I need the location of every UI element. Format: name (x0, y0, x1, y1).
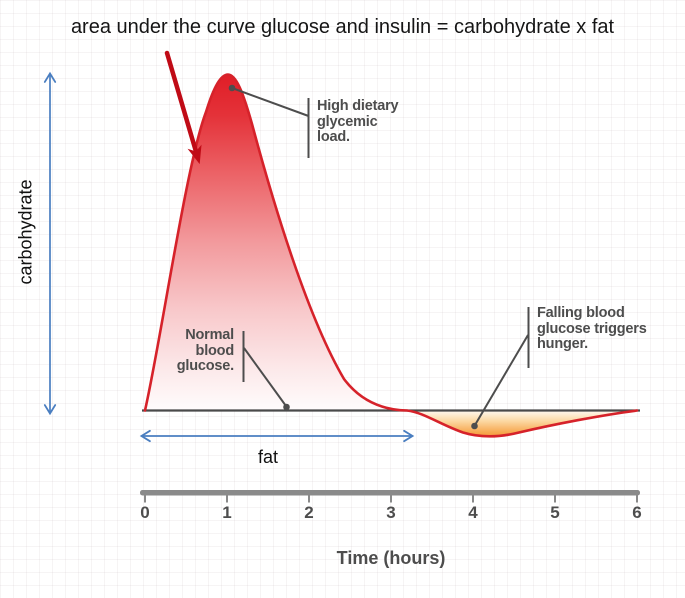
glucose-curve (143, 73, 639, 438)
annotation-high-glycemic-text: High dietary glycemic load. (317, 98, 399, 145)
x-tick-label-3: 3 (386, 503, 396, 522)
annotation-dot (471, 422, 478, 430)
x-tick-label-0: 0 (140, 503, 150, 522)
x-axis-ticks (144, 495, 638, 503)
annotation-leader (474, 334, 529, 426)
x-tick-label-5: 5 (550, 503, 560, 522)
annotation-baseline-pointer (242, 331, 290, 411)
x-tick-label-2: 2 (304, 503, 314, 522)
red-pointer-arrow (164, 50, 202, 165)
annotation-leader (231, 87, 309, 117)
annotation-leader (243, 347, 287, 407)
annotation-peak-pointer (228, 84, 310, 158)
y-axis-label: carbohydrate (15, 179, 36, 285)
fat-range-label: fat (257, 447, 279, 467)
x-tick-label-4: 4 (468, 503, 478, 522)
annotation-dip-pointer (471, 307, 530, 430)
x-axis-title: Time (hours) (336, 548, 446, 568)
figure-title: area under the curve glucose and insulin… (70, 16, 615, 38)
x-tick-label-1: 1 (222, 503, 232, 522)
x-axis-bar (140, 490, 640, 496)
dip-area-fill (407, 410, 637, 437)
annotation-dot (228, 84, 236, 92)
annotation-dot (283, 403, 290, 411)
annotation-normal-glucose-text: Normal blood glucose. (176, 327, 234, 374)
x-tick-label-6: 6 (632, 503, 642, 522)
annotation-hunger-text: Falling blood glucose triggers hunger. (537, 305, 647, 352)
curve-area-fill (145, 74, 407, 411)
